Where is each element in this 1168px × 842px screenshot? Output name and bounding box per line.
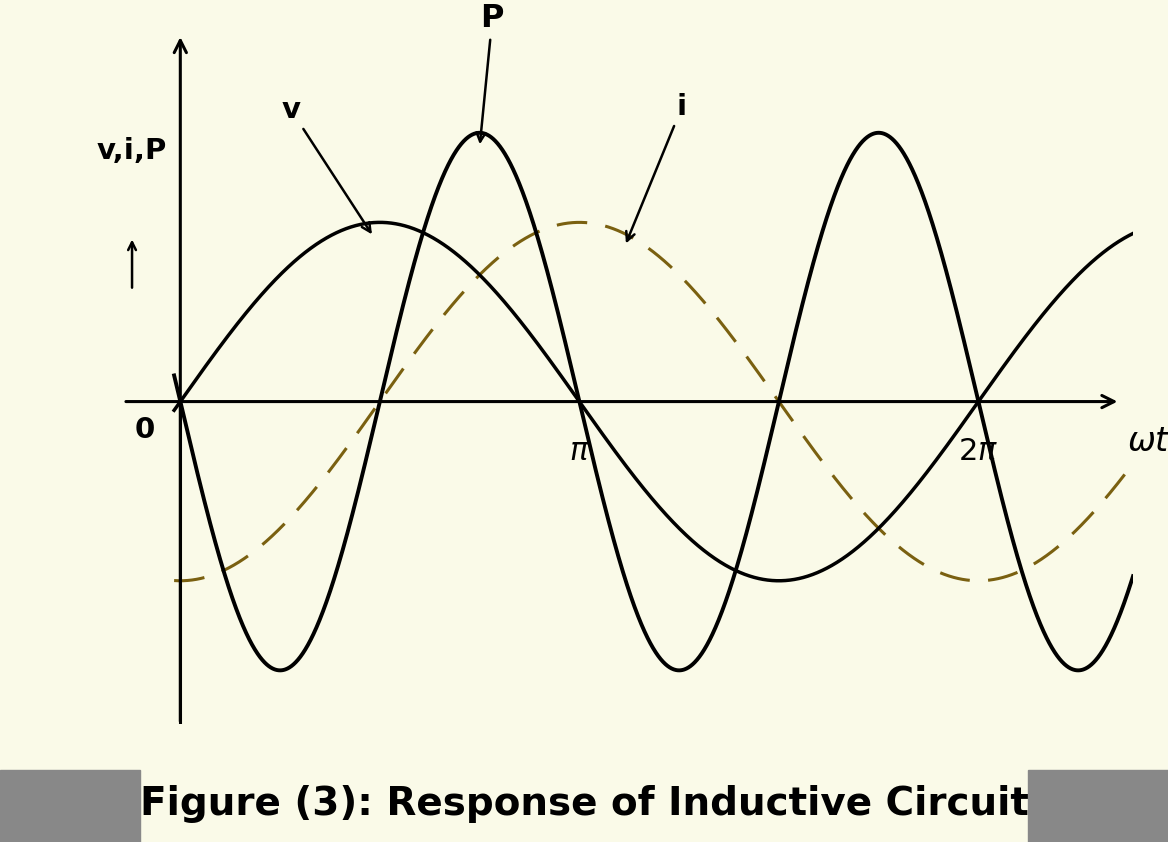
Text: 0: 0 [134, 416, 155, 445]
Text: $\omega t$: $\omega t$ [1127, 425, 1168, 458]
Text: v,i,P: v,i,P [97, 136, 167, 165]
Text: v: v [281, 96, 370, 232]
Text: $\pi$: $\pi$ [569, 437, 590, 466]
Text: $2\pi$: $2\pi$ [958, 437, 999, 466]
Text: P: P [477, 3, 505, 141]
Text: i: i [626, 93, 687, 241]
Text: Figure (3): Response of Inductive Circuit: Figure (3): Response of Inductive Circui… [139, 785, 1029, 823]
